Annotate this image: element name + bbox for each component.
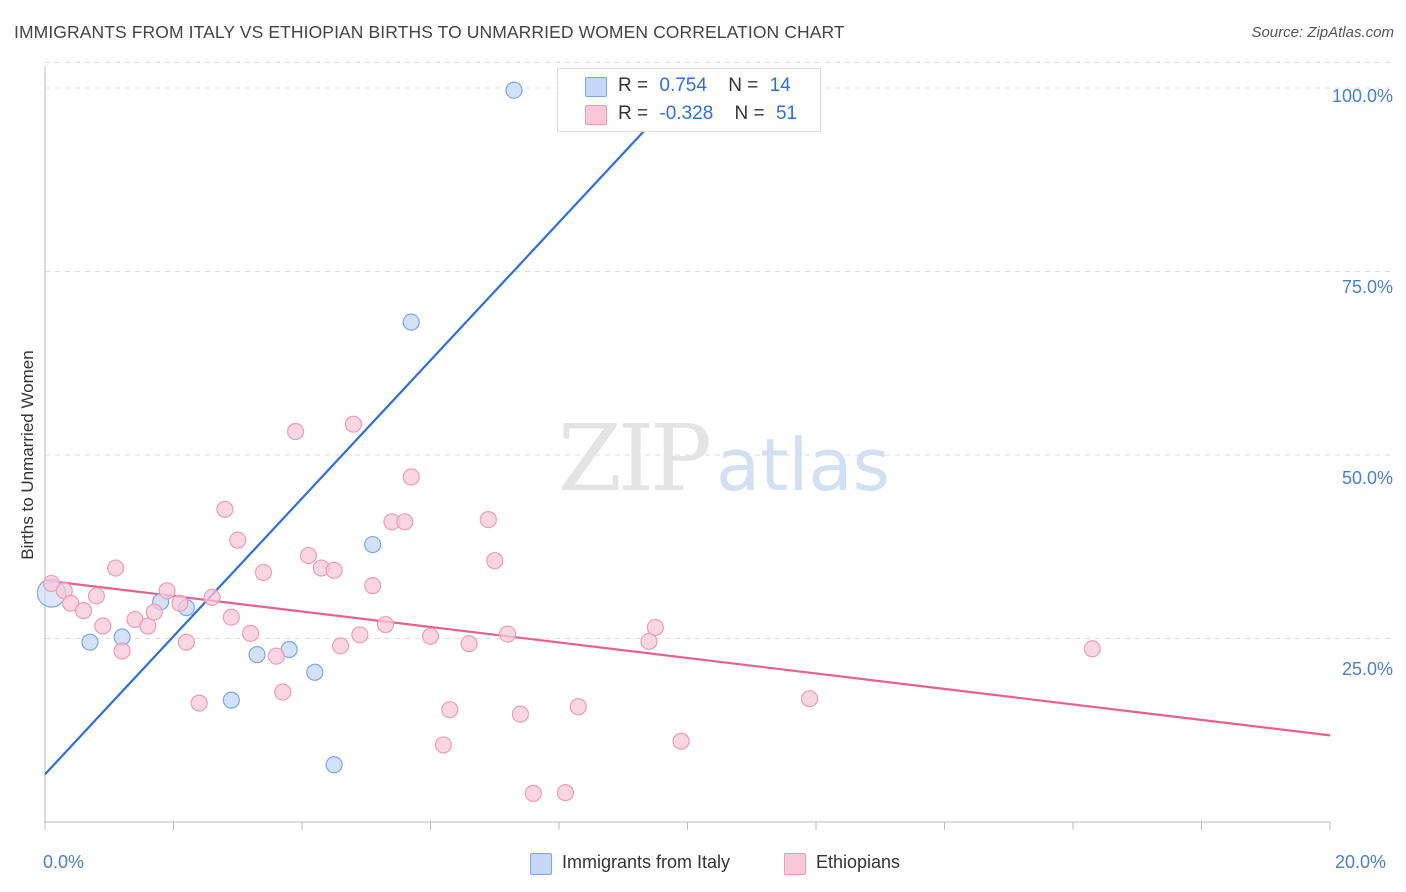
legend-pink-r: -0.328 bbox=[659, 103, 714, 124]
chart-title: IMMIGRANTS FROM ITALY VS ETHIOPIAN BIRTH… bbox=[14, 22, 845, 42]
pink-point bbox=[229, 531, 247, 549]
pink-point bbox=[556, 784, 575, 802]
legend-n-label: N = bbox=[728, 75, 759, 96]
legend-r-label: R = bbox=[618, 103, 649, 124]
bottom-legend-blue-swatch bbox=[530, 853, 552, 875]
x-tick-min: 0.0% bbox=[43, 852, 85, 872]
blue-point bbox=[306, 663, 324, 681]
y-tick-75: 75.0% bbox=[1341, 277, 1393, 297]
legend-pink-swatch bbox=[585, 105, 607, 125]
pink-point bbox=[569, 698, 587, 716]
trend-lines bbox=[44, 83, 1331, 776]
pink-point bbox=[421, 627, 440, 645]
pink-point bbox=[486, 552, 504, 570]
pink-point bbox=[62, 594, 80, 612]
blue-point bbox=[402, 313, 420, 331]
watermark-atlas: atlas bbox=[716, 423, 890, 507]
pink-point bbox=[402, 468, 420, 486]
pink-point bbox=[376, 615, 395, 634]
pink-point bbox=[396, 513, 414, 531]
bottom-legend-blue: Immigrants from Italy bbox=[562, 852, 731, 872]
pink-point bbox=[158, 582, 176, 600]
legend-blue-n: 14 bbox=[769, 75, 791, 96]
source-label: Source: ZipAtlas.com bbox=[1251, 24, 1394, 41]
pink-point bbox=[441, 701, 459, 719]
pink-point bbox=[524, 784, 542, 802]
pink-point bbox=[364, 577, 382, 595]
blue-point bbox=[325, 756, 343, 774]
legend-row-blue: R = 0.754 N = 14 bbox=[618, 75, 791, 97]
pink-point bbox=[113, 642, 131, 660]
blue-trend-line bbox=[44, 83, 689, 776]
pink-point bbox=[479, 510, 497, 529]
pink-point bbox=[222, 608, 240, 626]
legend-row-pink: R = -0.328 N = 51 bbox=[618, 103, 797, 125]
pink-point bbox=[87, 587, 106, 605]
pink-point bbox=[344, 415, 362, 433]
y-tick-50: 50.0% bbox=[1341, 468, 1393, 488]
bottom-legend-pink-swatch bbox=[784, 853, 806, 875]
pink-point bbox=[242, 624, 260, 642]
correlation-legend: R = 0.754 N = 14 R = -0.328 N = 51 bbox=[557, 68, 821, 132]
legend-blue-swatch bbox=[585, 77, 607, 97]
pink-point bbox=[177, 633, 195, 651]
pink-point bbox=[646, 618, 664, 637]
pink-point bbox=[511, 705, 530, 723]
pink-point bbox=[203, 588, 221, 607]
watermark: ZIP atlas bbox=[558, 405, 890, 512]
blue-point bbox=[222, 691, 240, 709]
data-points bbox=[36, 80, 1101, 802]
pink-point bbox=[267, 647, 285, 665]
pink-point bbox=[42, 574, 61, 593]
y-tick-25: 25.0% bbox=[1341, 659, 1393, 679]
pink-trend-line bbox=[44, 579, 1331, 737]
pink-point bbox=[139, 617, 157, 635]
pink-point bbox=[286, 422, 305, 441]
blue-point bbox=[81, 633, 99, 651]
pink-point bbox=[331, 637, 350, 655]
pink-point bbox=[672, 732, 690, 750]
y-tick-100: 100.0% bbox=[1331, 86, 1393, 106]
pink-point bbox=[190, 694, 208, 712]
blue-point bbox=[248, 646, 266, 664]
legend-blue-r: 0.754 bbox=[659, 75, 707, 96]
legend-pink-n: 51 bbox=[775, 103, 798, 124]
pink-point bbox=[434, 736, 452, 754]
pink-point bbox=[74, 602, 93, 620]
pink-point bbox=[254, 563, 273, 582]
pink-point bbox=[460, 635, 478, 653]
pink-point bbox=[216, 500, 234, 518]
axes bbox=[44, 66, 1331, 830]
pink-point bbox=[94, 617, 112, 635]
pink-point bbox=[800, 690, 819, 708]
blue-point bbox=[505, 81, 523, 99]
grid-lines bbox=[45, 61, 1392, 640]
watermark-zip: ZIP bbox=[558, 405, 709, 512]
pink-point bbox=[351, 626, 369, 644]
pink-point bbox=[171, 594, 189, 612]
pink-point bbox=[1083, 640, 1101, 658]
bottom-legend-pink: Ethiopians bbox=[816, 852, 901, 872]
legend-n-label: N = bbox=[734, 103, 765, 124]
pink-point bbox=[640, 632, 658, 651]
pink-point bbox=[325, 561, 343, 579]
pink-point bbox=[299, 546, 318, 565]
pink-point bbox=[145, 603, 163, 621]
blue-point bbox=[364, 535, 382, 554]
x-tick-max: 20.0% bbox=[1335, 852, 1387, 872]
pink-point bbox=[107, 559, 125, 577]
pink-point bbox=[274, 683, 292, 701]
pink-point bbox=[499, 625, 517, 643]
legend-r-label: R = bbox=[618, 75, 649, 96]
